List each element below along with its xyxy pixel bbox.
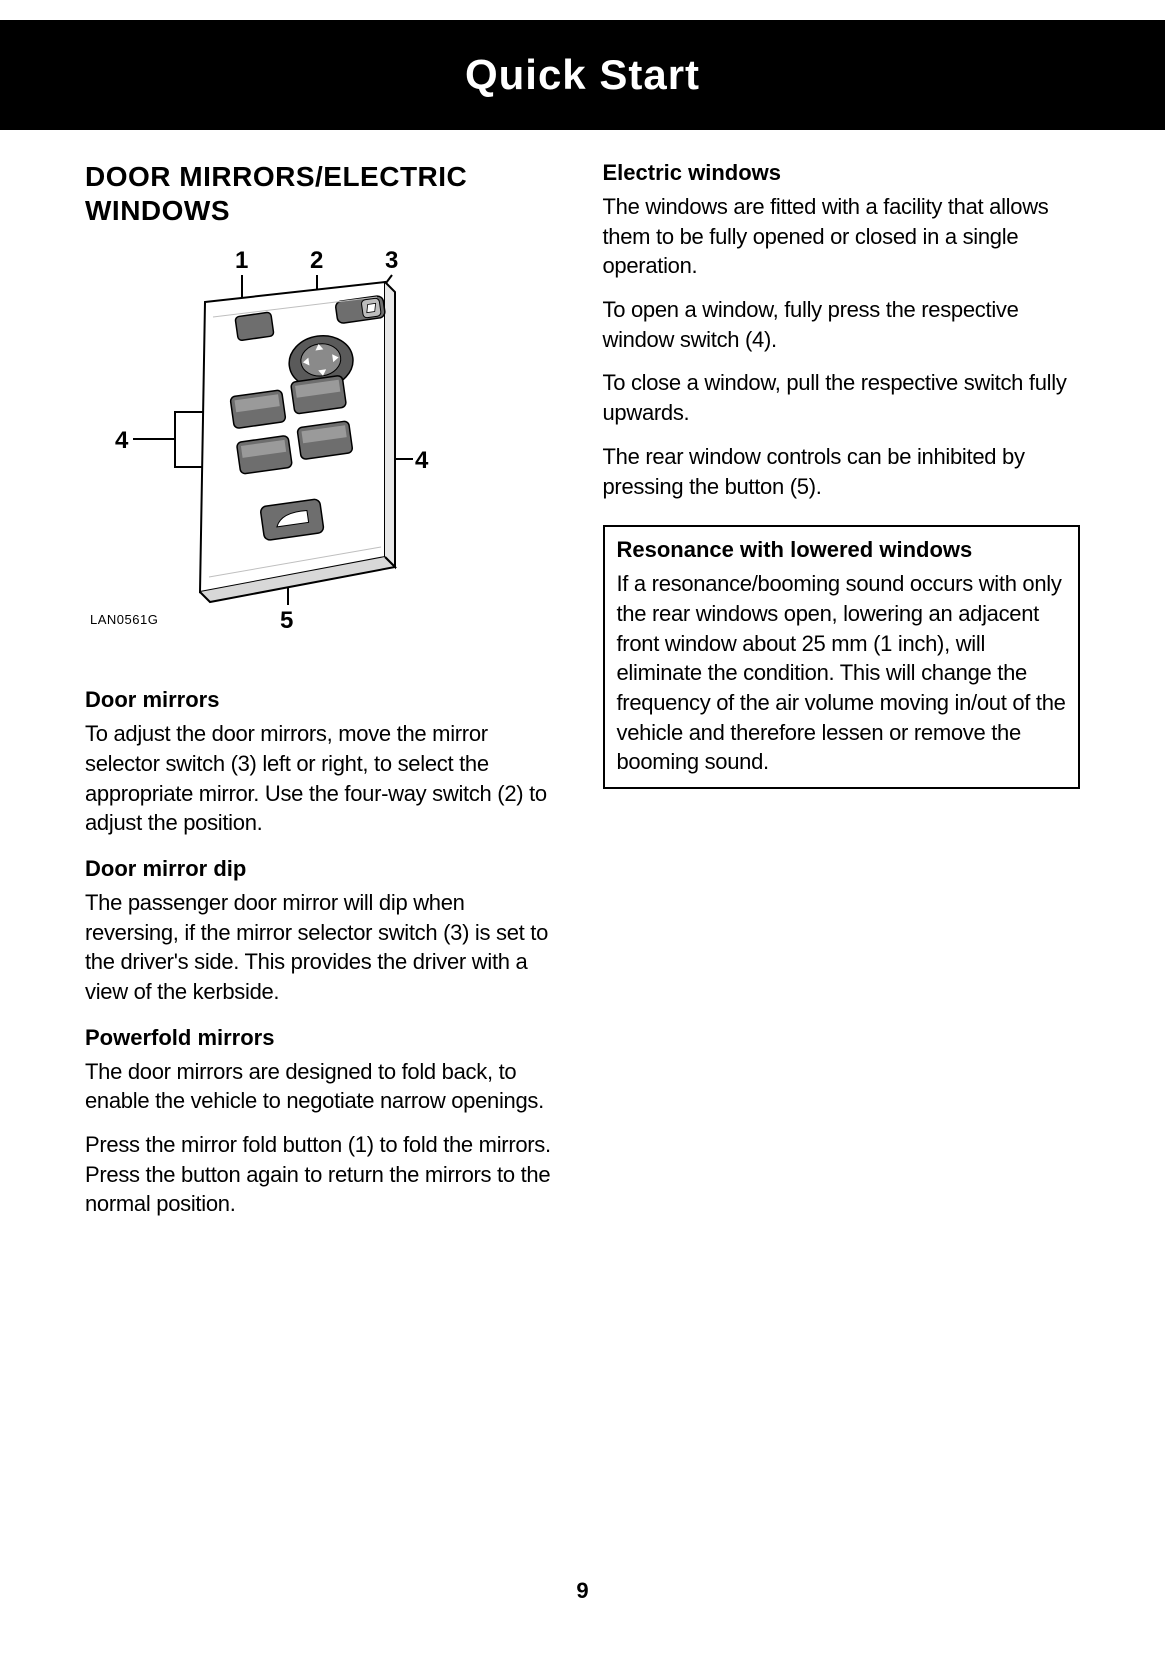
page-number: 9 bbox=[0, 1578, 1165, 1604]
para-powerfold-2: Press the mirror fold button (1) to fold… bbox=[85, 1130, 563, 1219]
resonance-note-box: Resonance with lowered windows If a reso… bbox=[603, 525, 1081, 789]
heading-resonance: Resonance with lowered windows bbox=[617, 537, 1067, 563]
para-ew-2: To open a window, fully press the respec… bbox=[603, 295, 1081, 354]
header-bar: Quick Start bbox=[0, 20, 1165, 130]
control-panel-diagram: 1 2 3 4 4 5 LAN0561G bbox=[85, 247, 563, 667]
heading-powerfold-mirrors: Powerfold mirrors bbox=[85, 1025, 563, 1051]
para-ew-1: The windows are fitted with a facility t… bbox=[603, 192, 1081, 281]
diagram-svg bbox=[85, 247, 465, 647]
para-ew-3: To close a window, pull the respective s… bbox=[603, 368, 1081, 427]
heading-electric-windows: Electric windows bbox=[603, 160, 1081, 186]
heading-door-mirror-dip: Door mirror dip bbox=[85, 856, 563, 882]
para-resonance: If a resonance/booming sound occurs with… bbox=[617, 569, 1067, 777]
section-title: DOOR MIRRORS/ELECTRIC WINDOWS bbox=[85, 160, 563, 227]
header-title: Quick Start bbox=[465, 51, 700, 99]
para-powerfold-1: The door mirrors are designed to fold ba… bbox=[85, 1057, 563, 1116]
heading-door-mirrors: Door mirrors bbox=[85, 687, 563, 713]
para-ew-4: The rear window controls can be inhibite… bbox=[603, 442, 1081, 501]
left-column: DOOR MIRRORS/ELECTRIC WINDOWS 1 2 3 4 4 … bbox=[85, 160, 563, 1233]
para-door-mirror-dip: The passenger door mirror will dip when … bbox=[85, 888, 563, 1007]
para-door-mirrors: To adjust the door mirrors, move the mir… bbox=[85, 719, 563, 838]
content-area: DOOR MIRRORS/ELECTRIC WINDOWS 1 2 3 4 4 … bbox=[0, 130, 1165, 1233]
right-column: Electric windows The windows are fitted … bbox=[603, 160, 1081, 1233]
